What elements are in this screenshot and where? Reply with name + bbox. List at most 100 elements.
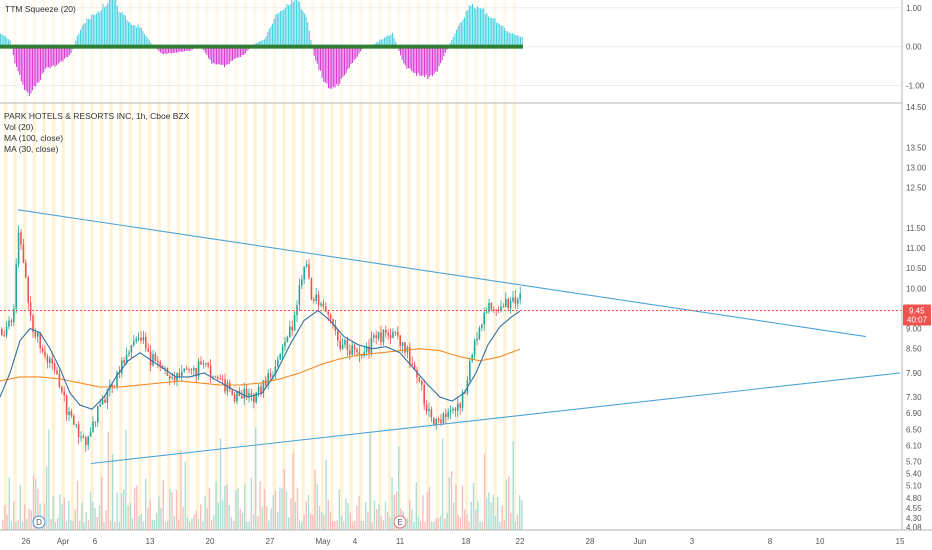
histogram-bar [172,46,174,53]
volume-bar [488,492,490,530]
histogram-bar [307,22,309,47]
session-band [407,103,411,530]
candle-body [385,329,387,333]
session-band [61,103,65,530]
histogram-bar [310,39,312,47]
candle-body [337,330,339,341]
price-tick-label: 10.50 [906,264,927,273]
candle-body [255,392,257,403]
volume-bar [90,492,92,530]
session-band [157,103,161,530]
price-tick-label: 13.50 [906,143,927,152]
session-band [455,103,459,530]
histogram-bar [345,46,347,74]
histogram-bar [110,0,112,47]
candle-body [245,388,248,397]
volume-bar [437,518,439,530]
volume-bar [461,485,464,530]
histogram-bar [169,46,171,53]
volume-bar [391,477,393,530]
histogram-bar [121,12,123,47]
candle-body [61,387,63,392]
candlesticks [1,225,521,452]
histogram-bar [12,46,14,56]
candle-body [3,335,5,337]
price-axis-background[interactable] [902,0,932,530]
histogram-bar [409,46,411,69]
histogram-bar [404,46,406,66]
histogram-bar [457,26,459,47]
histogram-bar [54,46,56,67]
time-axis-background[interactable] [0,530,932,550]
volume-bar [312,514,314,530]
volume-bar [167,521,169,530]
candle-body [147,348,149,352]
candle-body [332,319,334,326]
candle-body [334,325,337,331]
price-tick-label: 5.70 [906,458,922,467]
histogram-bar [30,46,32,94]
candle-body [104,399,106,403]
trendlines[interactable] [17,209,901,465]
volume-bar [21,521,24,530]
session-band [80,0,84,103]
histogram-bar [344,46,346,76]
candle-body [289,326,291,337]
volume-bar [503,520,505,530]
histogram-bar [160,46,162,53]
histogram-bar [481,8,483,47]
date-tick-label: 11 [396,537,405,546]
volume-bar [61,504,63,530]
histogram-bar [132,25,134,47]
histogram-bar [241,46,243,56]
candle-body [517,299,519,304]
volume-bar [63,498,65,530]
volume-bar [481,522,483,530]
volume-bar [15,522,17,530]
volume-bar [444,518,446,530]
volume-bar [497,497,499,530]
candle-body [430,409,433,418]
volume-bar [213,515,215,530]
volume-bar [486,498,488,530]
candle-body [49,358,51,363]
histogram-bar [123,14,125,47]
volume-bar [217,502,219,530]
candle-body [452,408,454,411]
volume-bar [435,518,437,530]
volume-bar [255,427,257,530]
volume-bar [189,521,191,530]
histogram-bar [352,46,354,64]
histogram-bar [476,6,478,47]
volume-bar [65,520,68,530]
date-tick-label: 18 [462,537,471,546]
histogram-bar [489,18,491,47]
session-band [148,0,152,103]
histogram-bar [268,28,270,47]
histogram-bar [499,24,501,47]
session-band [368,103,372,530]
candle-body [512,297,514,302]
histogram-bar [262,39,264,47]
candle-body [58,374,61,388]
candle-body [200,361,202,365]
volume-bar [162,480,164,530]
candle-body [351,345,353,355]
histogram-bar [294,0,296,47]
candle-body [73,415,75,425]
candle-body [418,377,421,381]
volume-bar [125,429,127,530]
volume-bar [290,498,292,530]
volume-bar [131,518,134,530]
histogram-bar [304,13,306,47]
histogram-bar [291,0,293,47]
histogram-bar [324,46,326,83]
histogram-bar [326,46,328,84]
candle-body [241,396,243,399]
histogram-bar [92,14,94,47]
histogram-bar [57,46,59,64]
volume-bar [153,519,156,530]
histogram-bar [78,33,80,47]
